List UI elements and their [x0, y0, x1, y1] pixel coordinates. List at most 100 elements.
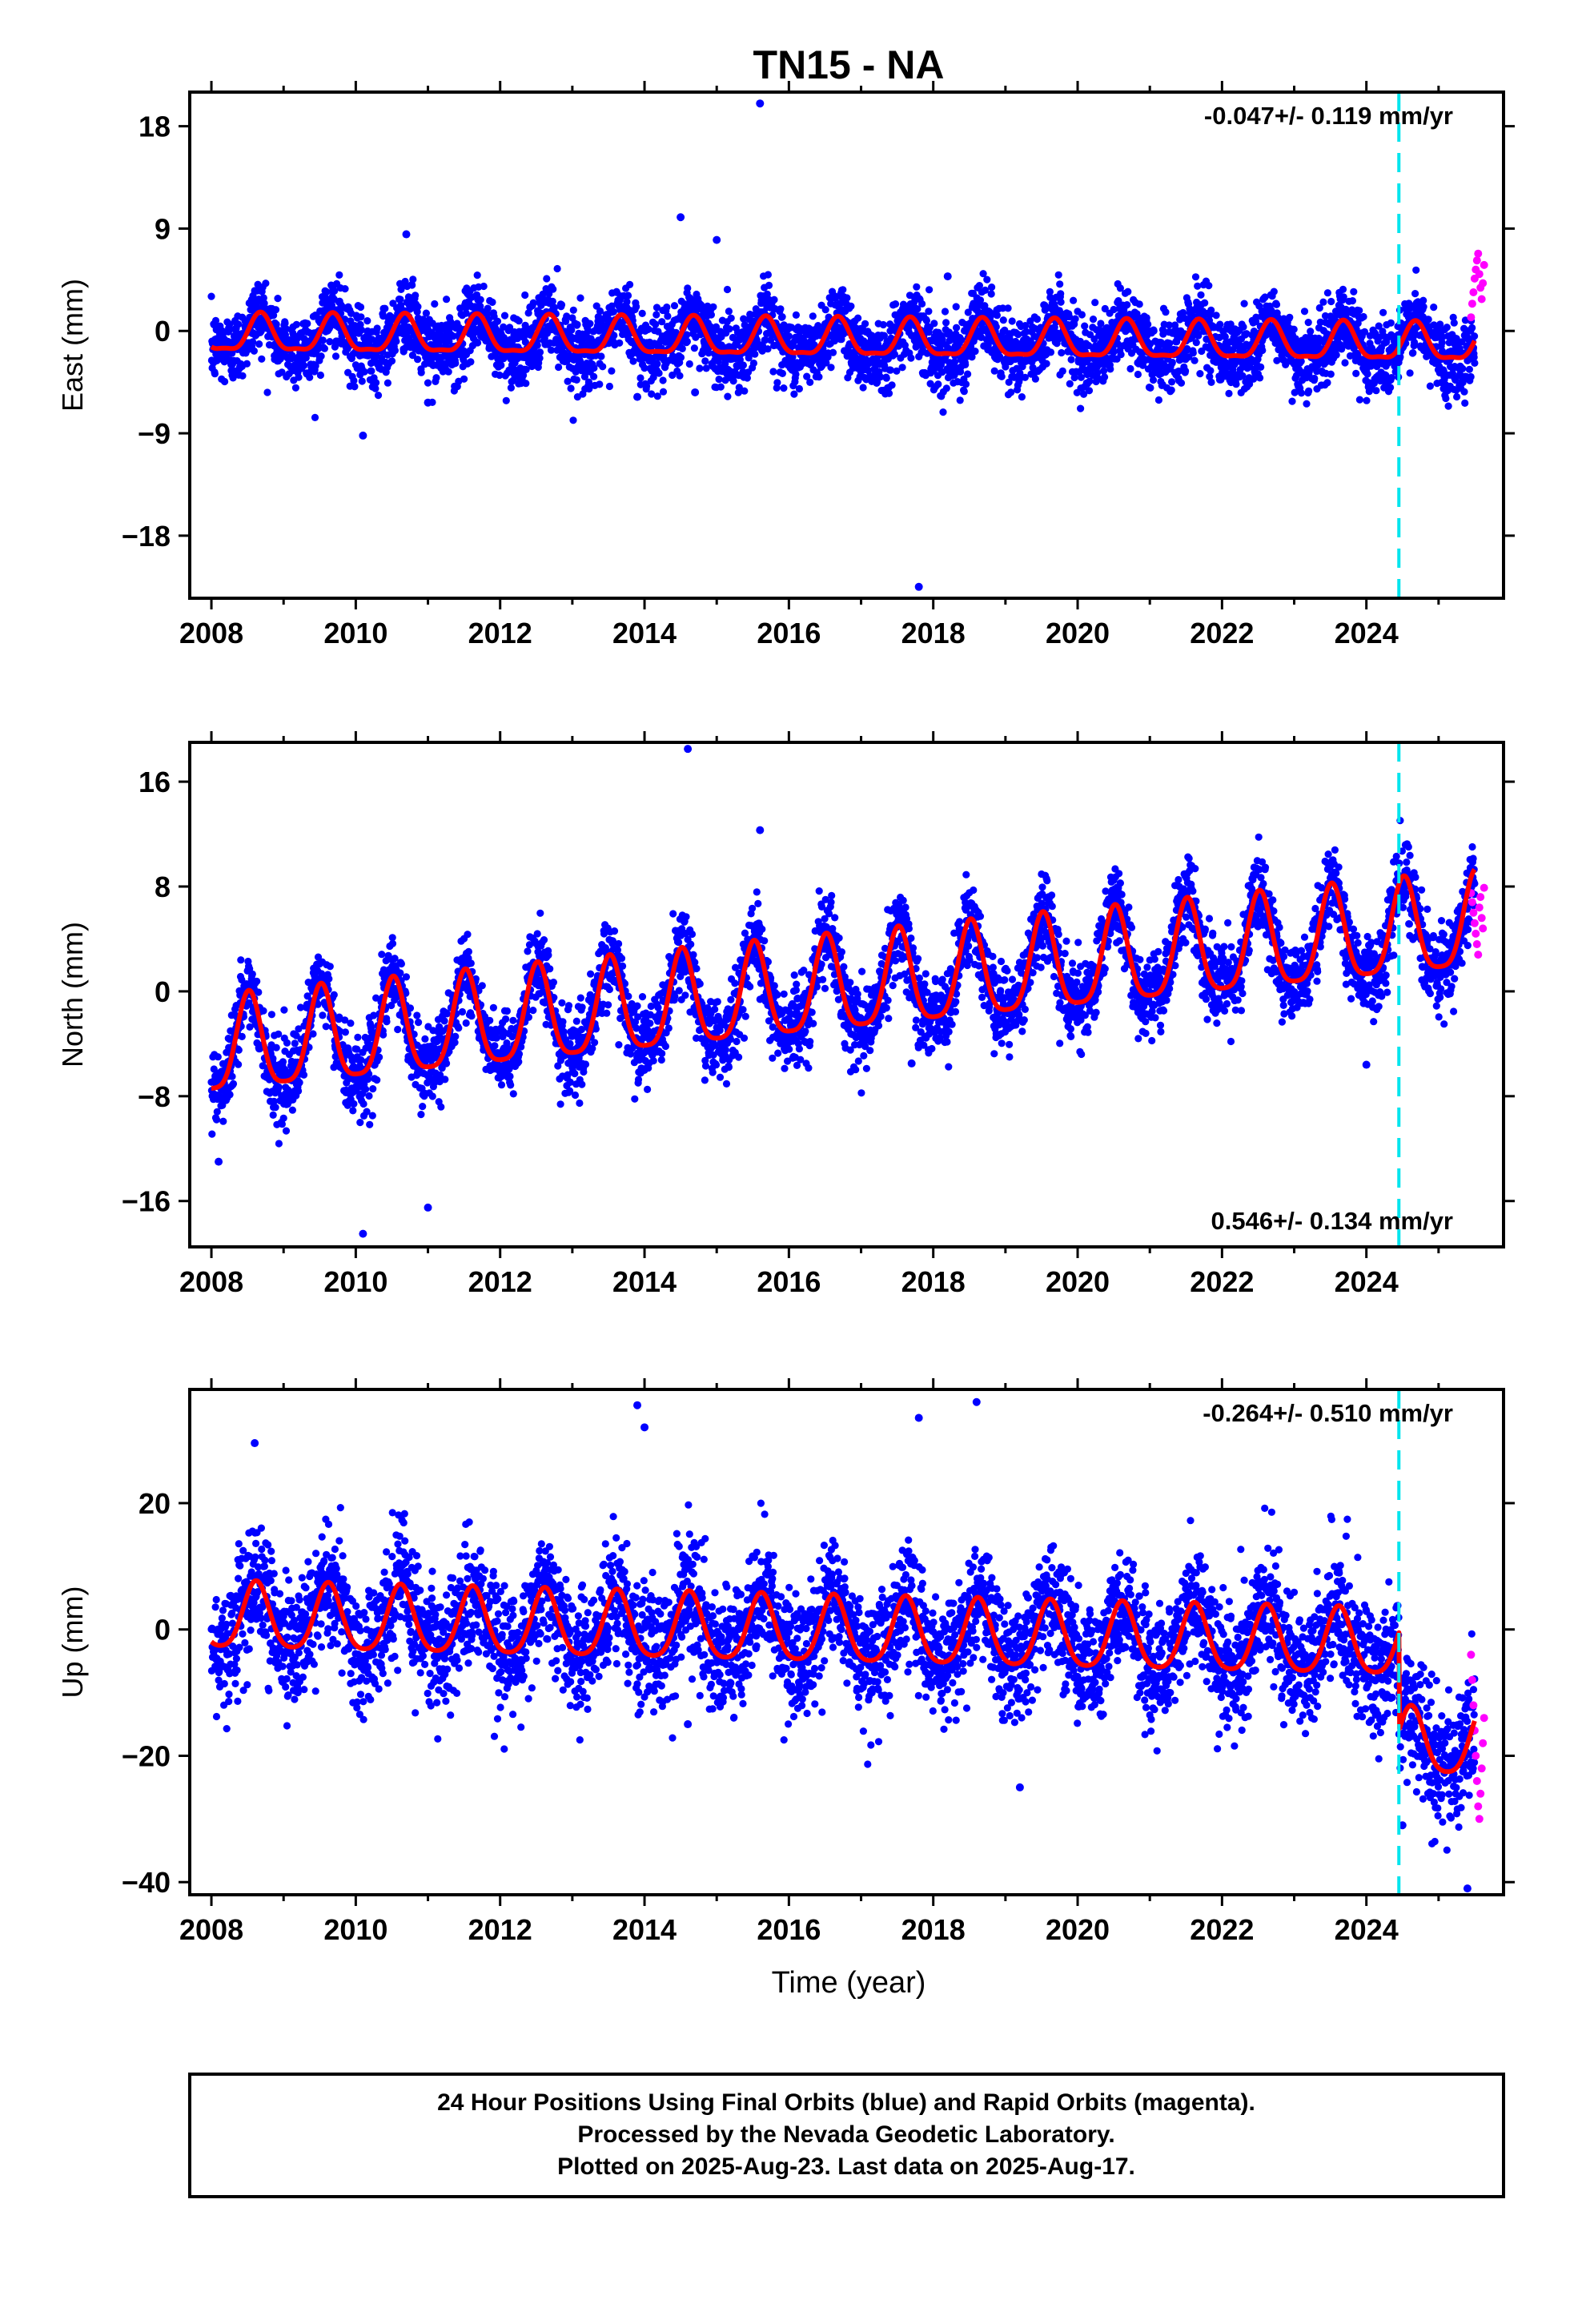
- east-data-point: [1189, 349, 1197, 357]
- east-rapid-orbit-points: [1467, 249, 1488, 322]
- east-data-point: [467, 358, 475, 366]
- east-data-point: [652, 311, 661, 319]
- east-data-point: [975, 282, 983, 290]
- east-data-point: [629, 357, 637, 365]
- east-data-point: [1379, 308, 1387, 316]
- east-data-point: [424, 379, 432, 387]
- east-data-point: [270, 312, 278, 320]
- east-data-point: [1126, 364, 1134, 373]
- east-data-point: [553, 264, 561, 273]
- east-data-point: [987, 290, 995, 298]
- east-data-point: [907, 354, 915, 362]
- east-data-point: [1444, 402, 1452, 410]
- east-data-point: [500, 312, 509, 320]
- east-data-point: [1430, 304, 1438, 312]
- east-outlier-point: [691, 388, 700, 396]
- east-data-point: [778, 369, 787, 377]
- east-data-point: [326, 324, 334, 332]
- east-data-point: [1239, 323, 1247, 331]
- east-data-point: [1067, 356, 1075, 364]
- east-data-point: [1081, 322, 1089, 330]
- east-data-point: [683, 337, 692, 346]
- east-data-point: [956, 396, 964, 404]
- east-rapid-point: [1474, 249, 1483, 258]
- east-data-point: [670, 302, 679, 310]
- east-data-point: [993, 312, 1001, 320]
- east-data-point: [449, 332, 457, 340]
- east-data-point: [311, 362, 319, 370]
- east-data-point: [962, 360, 970, 368]
- east-data-point: [736, 356, 745, 364]
- east-data-point: [1348, 297, 1356, 305]
- east-data-point: [1350, 287, 1358, 296]
- east-data-point: [317, 352, 325, 360]
- east-data-point: [1212, 312, 1220, 320]
- east-data-point: [1194, 282, 1202, 290]
- east-data-point: [1085, 387, 1094, 395]
- east-data-point: [843, 294, 851, 302]
- east-data-point: [764, 271, 773, 279]
- east-data-point: [918, 300, 926, 308]
- east-data-point: [1042, 360, 1050, 368]
- east-data-point: [930, 320, 938, 328]
- east-data-point: [500, 323, 508, 331]
- east-data-point: [1162, 308, 1170, 316]
- east-data-point: [616, 339, 624, 347]
- east-data-point: [990, 367, 998, 375]
- east-outlier-point: [713, 235, 721, 244]
- east-data-point: [1077, 404, 1085, 412]
- east-data-point: [663, 304, 671, 312]
- east-x-tick-label: 2016: [757, 617, 821, 649]
- east-data-point: [792, 370, 800, 378]
- east-data-point: [724, 392, 732, 400]
- east-data-point: [1467, 372, 1475, 381]
- east-data-point: [408, 281, 416, 289]
- north-data-point: [349, 1107, 357, 1115]
- east-data-point: [1106, 365, 1114, 373]
- east-data-point: [727, 314, 735, 322]
- east-data-point: [1442, 394, 1450, 403]
- east-data-point: [452, 360, 460, 368]
- east-data-point: [207, 292, 215, 300]
- east-data-point: [925, 308, 933, 316]
- east-data-point: [396, 296, 404, 304]
- east-data-point: [988, 283, 996, 292]
- east-data-point: [1216, 320, 1224, 328]
- east-data-point: [521, 338, 530, 346]
- east-data-point: [696, 364, 704, 372]
- east-data-point: [861, 320, 869, 328]
- east-data-point: [422, 309, 431, 317]
- east-data-point: [605, 382, 614, 391]
- east-data-point: [1311, 374, 1319, 383]
- east-data-point: [316, 371, 324, 380]
- east-data-point: [1192, 339, 1200, 347]
- east-data-point: [599, 363, 607, 371]
- east-data-point: [1225, 389, 1233, 397]
- east-rate-label: -0.047+/- 0.119 mm/yr: [1204, 102, 1453, 130]
- east-data-point: [941, 308, 950, 316]
- east-data-point: [764, 345, 772, 353]
- east-plot-area: [207, 92, 1488, 598]
- east-data-point: [549, 285, 557, 293]
- east-outlier-point: [633, 392, 642, 401]
- east-data-point: [414, 303, 422, 311]
- east-data-point: [529, 299, 537, 307]
- east-data-point: [653, 392, 661, 400]
- north-data-point: [330, 991, 338, 999]
- east-data-point: [515, 317, 523, 325]
- east-data-point: [351, 383, 359, 391]
- east-data-point: [1443, 324, 1451, 332]
- north-data-point: [309, 1030, 317, 1038]
- east-data-point: [1191, 356, 1199, 364]
- east-data-point: [1304, 319, 1312, 327]
- east-data-point: [1426, 382, 1434, 390]
- east-data-point: [1412, 266, 1420, 274]
- north-data-point: [322, 1023, 330, 1031]
- east-data-point: [258, 355, 266, 363]
- east-data-point: [1424, 316, 1432, 324]
- north-data-point: [356, 1119, 364, 1127]
- north-data-point: [282, 1127, 291, 1135]
- east-data-point: [697, 331, 705, 339]
- east-data-point: [632, 303, 640, 311]
- east-data-point: [271, 306, 280, 314]
